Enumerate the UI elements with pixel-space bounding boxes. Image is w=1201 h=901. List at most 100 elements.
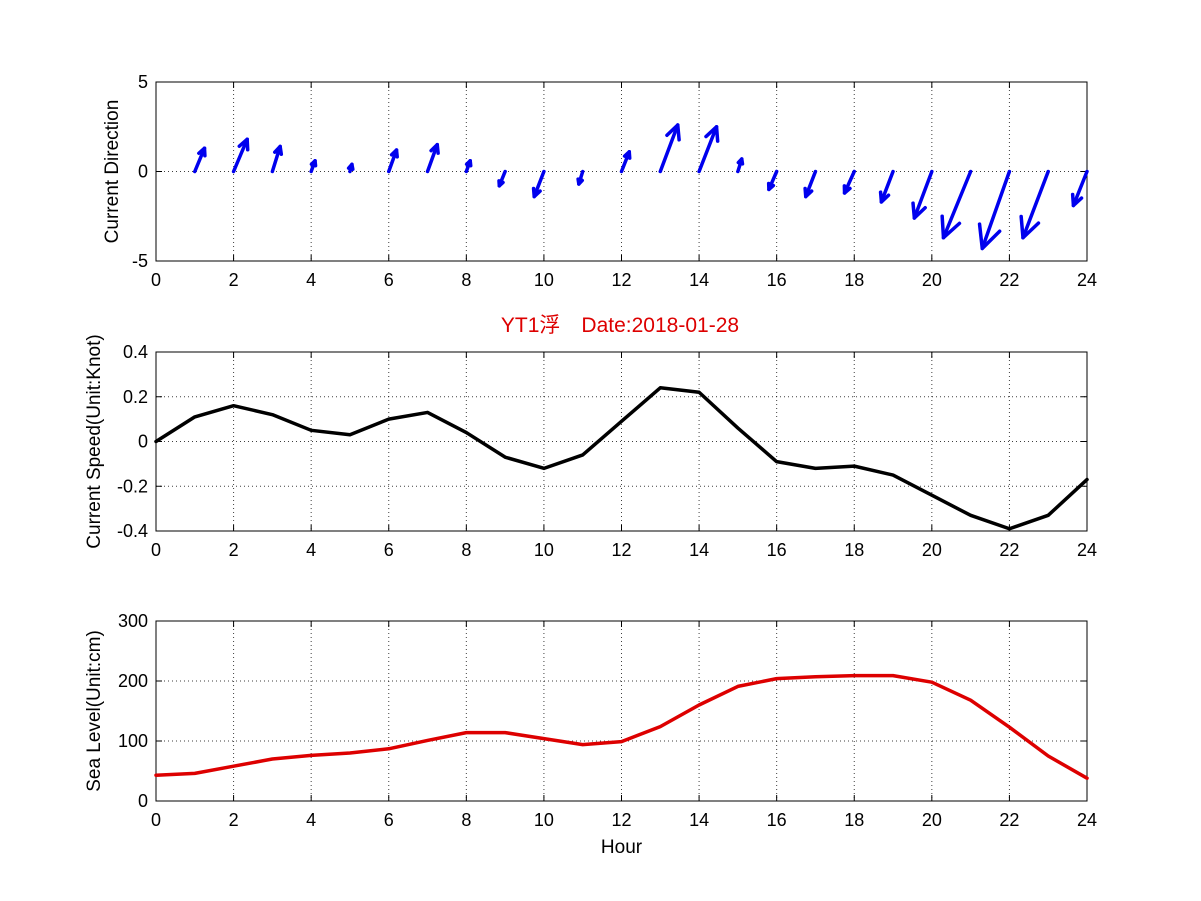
current-arrow [803,169,818,199]
arrow-head [977,222,1002,251]
y-tick-label: 0.2 [123,387,148,407]
x-tick-label: 2 [229,810,239,830]
arrow-shaft [1071,169,1089,208]
arrow-head [665,123,681,142]
current-arrow [346,162,355,174]
arrow-head [309,159,318,168]
arrow-shaft [532,169,546,199]
arrow-head [531,186,542,199]
x-tick-label: 22 [999,810,1019,830]
current-arrow [531,169,546,199]
y-tick-label: 0 [138,432,148,452]
arrow-shaft [425,142,439,174]
x-tick-label: 12 [611,270,631,290]
y-tick-label: 5 [138,72,148,92]
arrow-head [878,190,891,204]
current-arrow [387,148,399,174]
arrow-shaft [697,125,719,174]
arrow-shaft [658,123,680,174]
x-tick-label: 4 [306,270,316,290]
y-axis-label: Sea Level(Unit:cm) [84,630,105,792]
current-arrow [911,169,934,220]
y-tick-label: 0 [138,162,148,182]
y-tick-label: 300 [118,611,148,631]
y-tick-label: -0.4 [117,521,148,541]
current-arrow [697,125,720,174]
x-tick-label: 2 [229,270,239,290]
series-line [154,673,1089,780]
x-tick-label: 4 [306,810,316,830]
x-tick-label: 16 [767,810,787,830]
x-tick-label: 16 [767,270,787,290]
current-arrow [497,169,507,188]
y-tick-label: -0.2 [117,476,148,496]
current-arrow [1070,169,1089,208]
current-arrow [1019,169,1050,240]
x-tick-label: 18 [844,540,864,560]
current-speed-panel: 0 2 4 6 8 10 12 14 16 18 20 22 24-0.4-0.200.20.4Curr… [84,334,1097,560]
x-tick-label: 22 [999,270,1019,290]
arrow-head [389,148,399,159]
current-arrow [576,169,585,186]
x-tick-label: 10 [534,540,554,560]
arrow-head [1070,192,1084,208]
arrow-head [622,150,632,160]
x-tick-label: 24 [1077,540,1097,560]
arrow-shaft [1021,169,1050,240]
x-tick-label: 6 [384,270,394,290]
y-tick-label: 100 [118,731,148,751]
current-arrow [270,144,284,174]
arrow-head [911,201,927,220]
x-tick-label: 0 [151,810,161,830]
arrow-head [429,142,440,155]
current-arrow [309,159,318,174]
current-arrow [878,169,895,204]
current-arrow [619,150,632,174]
x-axis-label: Hour [601,837,643,858]
arrow-head [842,184,852,195]
arrow-head [346,162,355,172]
current-arrow [977,169,1012,251]
x-tick-label: 10 [534,810,554,830]
x-tick-label: 22 [999,540,1019,560]
x-tick-label: 14 [689,270,709,290]
x-tick-label: 20 [922,810,942,830]
current-arrow [464,159,473,174]
y-tick-label: 200 [118,671,148,691]
current-arrow [736,157,745,174]
x-tick-label: 24 [1077,270,1097,290]
x-tick-label: 4 [306,540,316,560]
figure-title: YT1浮 Date:2018-01-28 [501,314,739,337]
arrow-head [803,186,814,199]
arrow-shaft [941,169,973,240]
arrow-head [497,179,505,188]
x-tick-label: 6 [384,810,394,830]
x-tick-label: 20 [922,540,942,560]
arrow-head [464,159,473,168]
arrow-shaft [231,137,249,174]
x-tick-label: 24 [1077,810,1097,830]
arrow-head [197,146,207,158]
current-arrow [231,137,250,174]
x-tick-label: 12 [611,810,631,830]
x-tick-label: 14 [689,810,709,830]
arrow-head [576,177,584,186]
x-tick-label: 8 [461,270,471,290]
current-arrow [425,142,440,174]
x-tick-label: 10 [534,270,554,290]
x-tick-label: 0 [151,540,161,560]
arrow-head [766,181,776,192]
x-tick-label: 8 [461,540,471,560]
arrow-shaft [804,169,818,199]
y-axis-label: Current Direction [102,100,123,244]
arrow-shaft [912,169,934,220]
y-tick-label: -5 [132,251,148,271]
current-arrow [658,123,681,174]
x-tick-label: 2 [229,540,239,560]
x-tick-label: 18 [844,270,864,290]
series-line [154,386,1089,531]
x-tick-label: 8 [461,810,471,830]
